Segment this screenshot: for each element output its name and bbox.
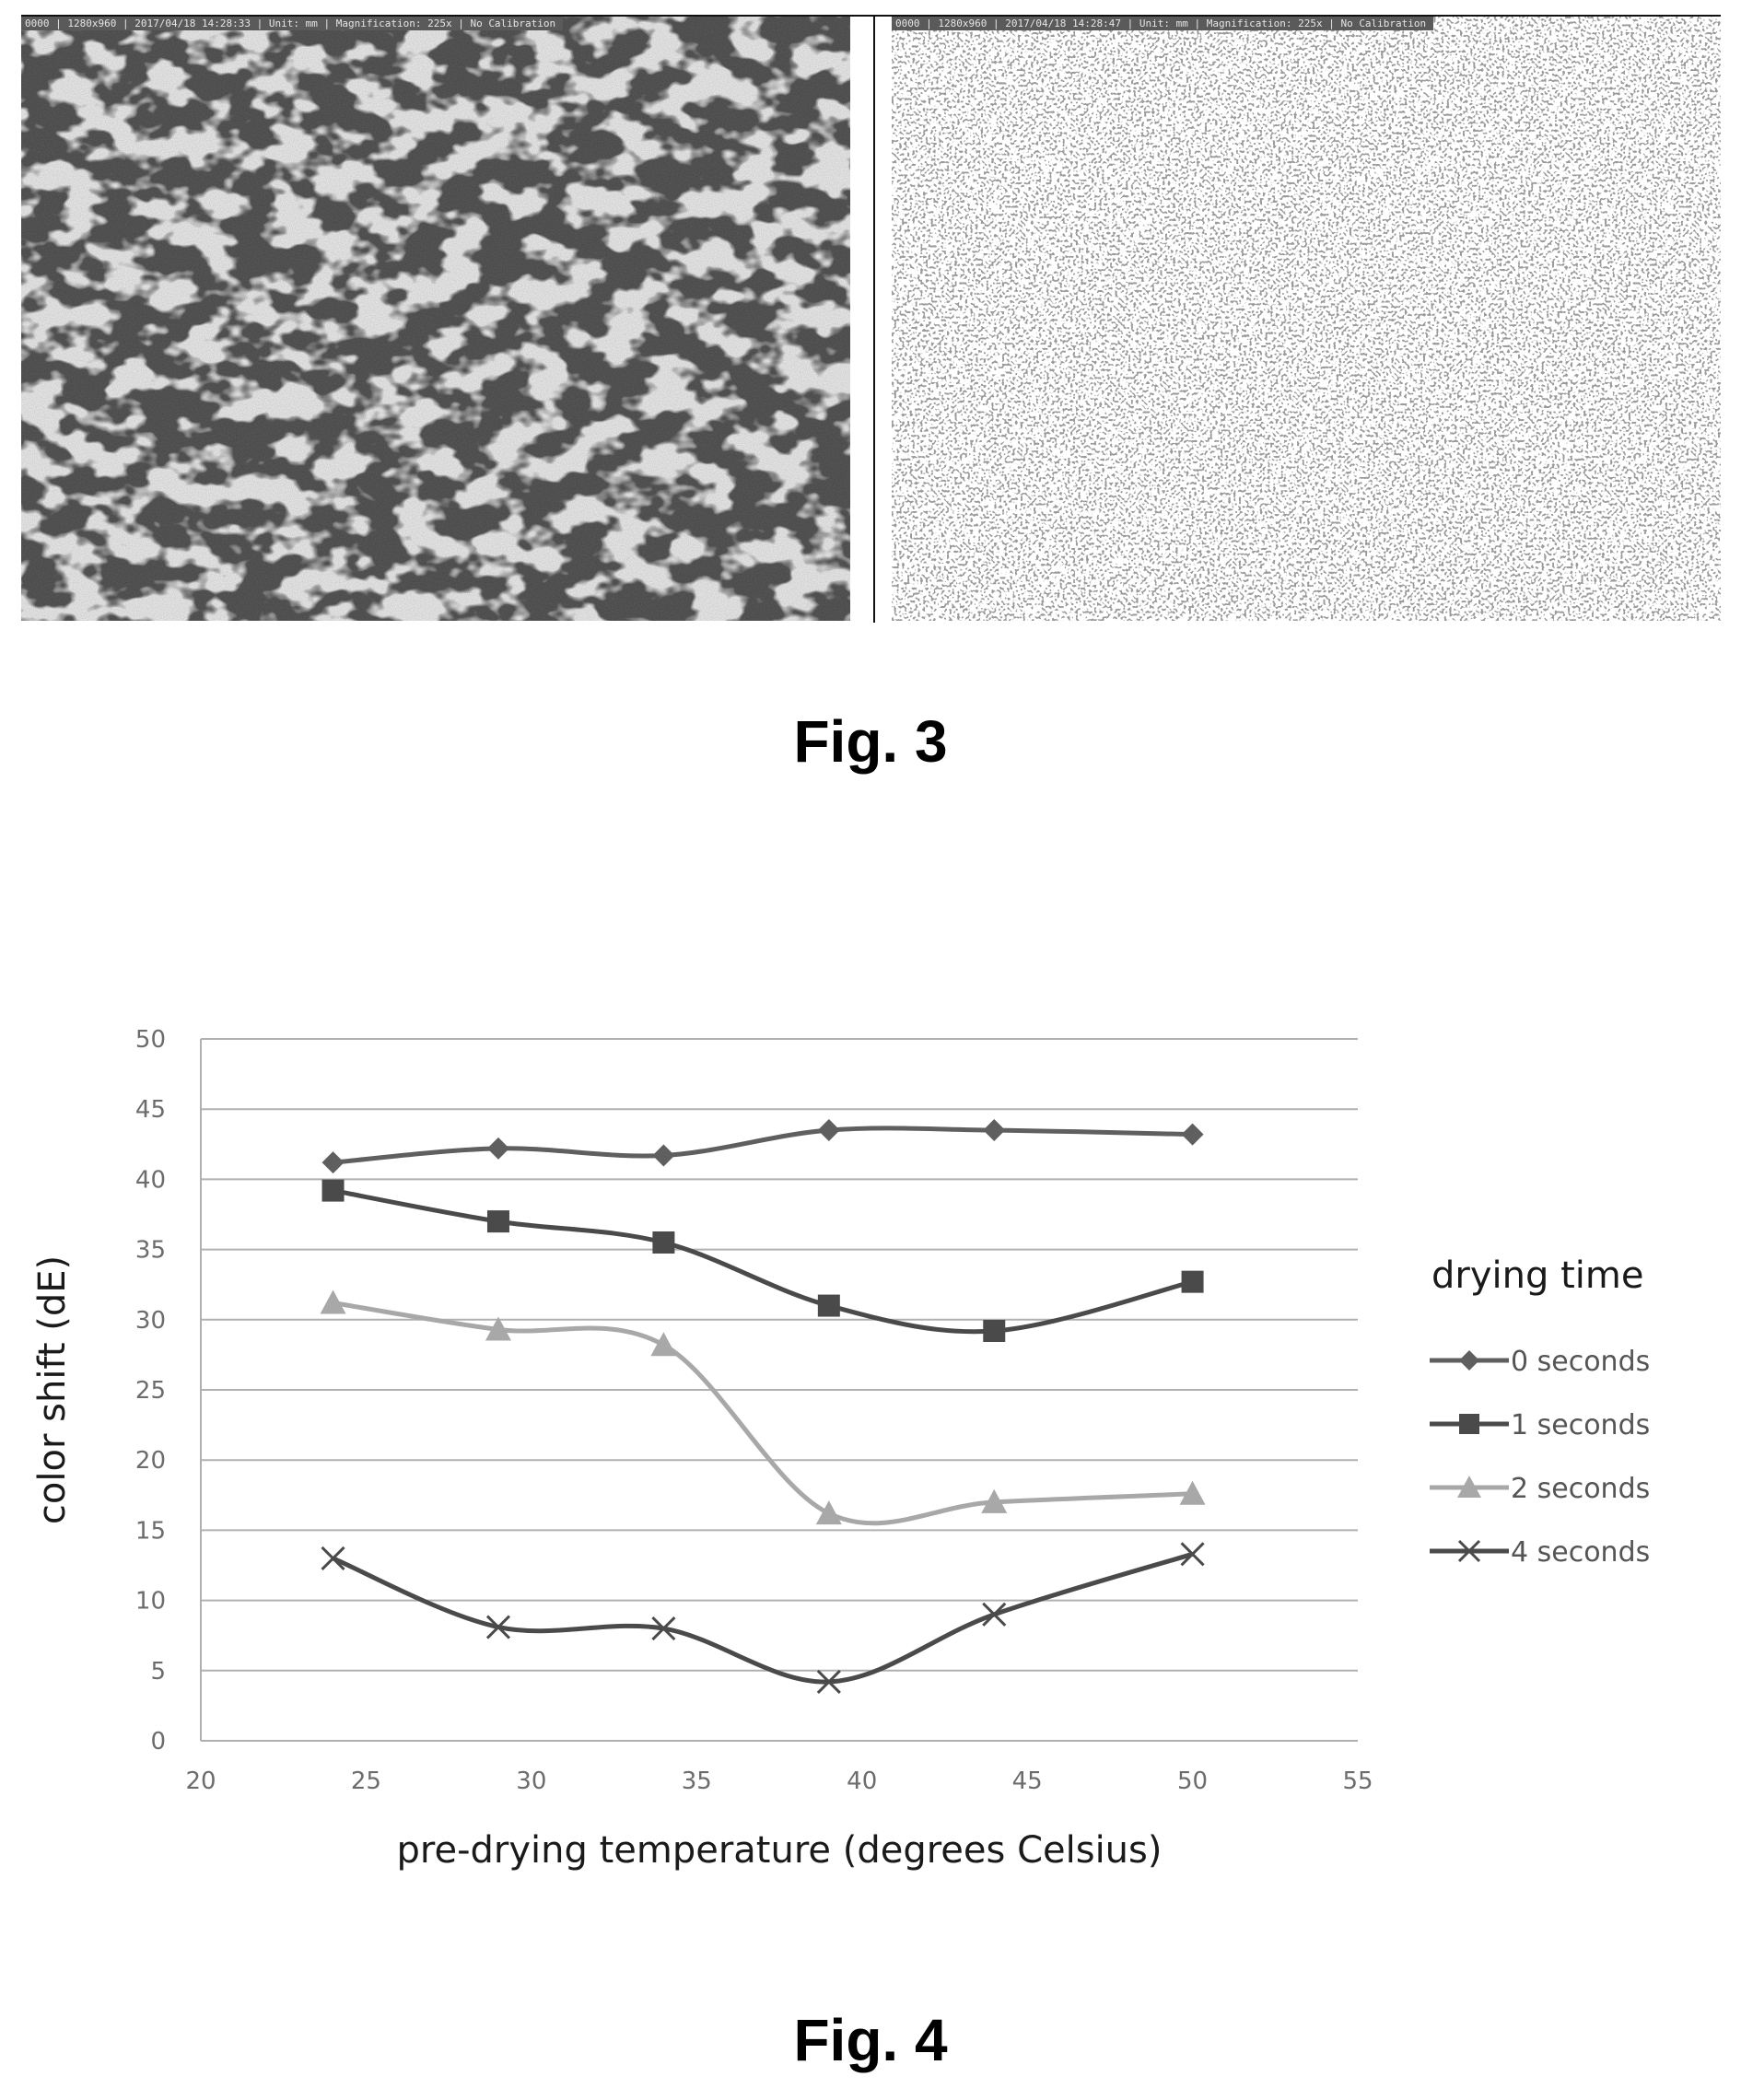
figure3-caption: Fig. 3 [0,707,1741,776]
series-line [333,1303,1193,1523]
line-chart: 0 5 10 15 20 25 30 35 40 45 50 20 25 30 35 40 45 50 55 0 s… [0,967,1741,1907]
micrograph-left-image [21,17,850,621]
marker-diamond [818,1119,840,1141]
chart-legend: 0 seconds 1 seconds 2 seconds 4 seconds [1430,1346,1650,1569]
x-tick-label: 45 [1012,1768,1043,1795]
legend-item: 0 seconds [1430,1346,1650,1378]
series-2 [321,1290,1206,1525]
x-tick-label: 20 [185,1768,216,1795]
marker-square [983,1320,1005,1342]
y-tick-label: 5 [150,1658,166,1686]
marker-triangle [650,1332,676,1356]
x-tick-label: 25 [351,1768,381,1795]
y-tick-label: 35 [135,1237,166,1265]
marker-diamond [487,1138,509,1160]
legend-label: 0 seconds [1511,1346,1650,1378]
marker-triangle [816,1500,842,1524]
marker-diamond [1182,1124,1204,1146]
marker-square [1182,1271,1204,1293]
micrograph-left: 0000 | 1280x960 | 2017/04/18 14:28:33 | … [21,17,850,621]
legend-label: 1 seconds [1511,1409,1650,1441]
y-tick-label: 40 [135,1166,166,1194]
y-tick-label: 20 [135,1447,166,1475]
x-tick-label: 55 [1342,1768,1373,1795]
y-tick-label: 10 [135,1588,166,1616]
legend-item: 4 seconds [1430,1536,1650,1569]
legend-label: 4 seconds [1511,1536,1650,1569]
marker-x [983,1604,1005,1626]
marker-square [1459,1414,1479,1434]
x-axis-label: pre-drying temperature (degrees Celsius) [397,1829,1163,1872]
marker-x [322,1547,345,1569]
y-tick-label: 30 [135,1307,166,1335]
marker-triangle [321,1290,346,1314]
series-0 [322,1119,1204,1173]
x-tick-label: 30 [516,1768,546,1795]
y-tick-label: 0 [150,1728,166,1756]
series-line [333,1554,1193,1682]
x-tick-label: 40 [847,1768,877,1795]
marker-diamond [652,1144,674,1166]
figure3-divider [873,17,875,623]
legend-label: 2 seconds [1511,1473,1650,1505]
marker-diamond [1459,1350,1479,1371]
legend-title: drying time [1431,1254,1643,1297]
legend-item: 1 seconds [1430,1409,1650,1441]
x-tick-label: 50 [1177,1768,1208,1795]
marker-square [652,1231,674,1254]
y-tick-label: 25 [135,1377,166,1405]
series-line [333,1191,1193,1332]
marker-square [322,1180,345,1202]
micrograph-right: 0000 | 1280x960 | 2017/04/18 14:28:47 | … [892,17,1721,621]
micrograph-right-image [892,17,1721,621]
y-tick-label: 45 [135,1096,166,1124]
x-tick-label: 35 [682,1768,712,1795]
legend-item: 2 seconds [1430,1473,1650,1505]
y-axis-label: color shift (dE) [31,1255,74,1524]
micrograph-left-info: 0000 | 1280x960 | 2017/04/18 14:28:33 | … [21,17,563,30]
y-tick-label: 50 [135,1026,166,1054]
micrograph-right-info: 0000 | 1280x960 | 2017/04/18 14:28:47 | … [892,17,1433,30]
series-1 [322,1180,1204,1342]
marker-diamond [983,1119,1005,1141]
marker-square [818,1295,840,1317]
marker-square [487,1210,509,1232]
marker-diamond [322,1151,345,1173]
series-line [333,1128,1193,1162]
chart-series [321,1119,1206,1693]
figure4-caption: Fig. 4 [0,2006,1741,2074]
y-tick-label: 15 [135,1517,166,1545]
